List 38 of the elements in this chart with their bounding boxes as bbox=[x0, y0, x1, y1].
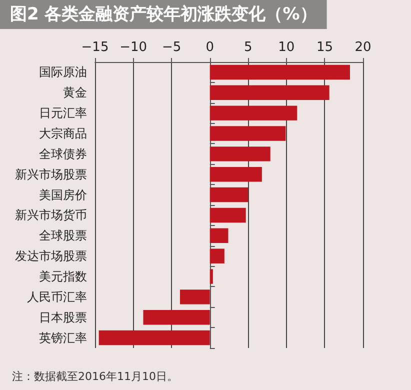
x-tick-label: 15 bbox=[316, 40, 333, 55]
bar bbox=[210, 248, 224, 264]
y-tick-label: 日本股票 bbox=[39, 310, 87, 324]
bar bbox=[210, 146, 270, 162]
y-tick-label: 英镑汇率 bbox=[39, 330, 87, 345]
x-tick-label: −5 bbox=[162, 40, 182, 55]
y-tick-label: 全球债券 bbox=[39, 146, 87, 161]
y-tick-label: 国际原油 bbox=[39, 65, 87, 80]
y-tick-label: 发达市场股票 bbox=[15, 249, 87, 264]
y-tick-label: 美元指数 bbox=[39, 270, 87, 284]
x-tick-label: 20 bbox=[354, 40, 372, 55]
x-tick-label: −15 bbox=[81, 40, 109, 55]
y-tick-label: 全球股票 bbox=[39, 228, 87, 243]
text: 注：数据截至2016年11月10日。 bbox=[12, 370, 178, 383]
bar bbox=[210, 126, 286, 141]
bar bbox=[210, 167, 262, 182]
bar bbox=[210, 269, 213, 284]
bar bbox=[210, 106, 298, 120]
bar bbox=[98, 330, 210, 346]
x-tick-label: 0 bbox=[206, 40, 214, 55]
y-tick-label: 大宗商品 bbox=[39, 126, 87, 140]
x-tick-label: 5 bbox=[244, 40, 252, 55]
bar bbox=[210, 187, 248, 202]
bar bbox=[180, 290, 210, 304]
y-tick-label: 新兴市场股票 bbox=[15, 167, 87, 182]
bar bbox=[143, 310, 210, 325]
y-tick-label: 日元汇率 bbox=[39, 106, 87, 120]
y-tick-label: 美国房价 bbox=[39, 188, 87, 202]
bar bbox=[210, 64, 350, 80]
y-tick-label: 黄金 bbox=[63, 86, 87, 100]
bar bbox=[210, 85, 330, 100]
y-tick-label: 人民币汇率 bbox=[27, 290, 87, 304]
bar bbox=[210, 208, 246, 223]
bar bbox=[210, 228, 228, 243]
x-tick-label: −10 bbox=[120, 40, 148, 55]
y-tick-label: 新兴市场货币 bbox=[15, 208, 87, 222]
chart-title: 图2 各类金融资产较年初涨跌变化（%） bbox=[10, 4, 317, 24]
x-tick-label: 10 bbox=[278, 40, 295, 55]
